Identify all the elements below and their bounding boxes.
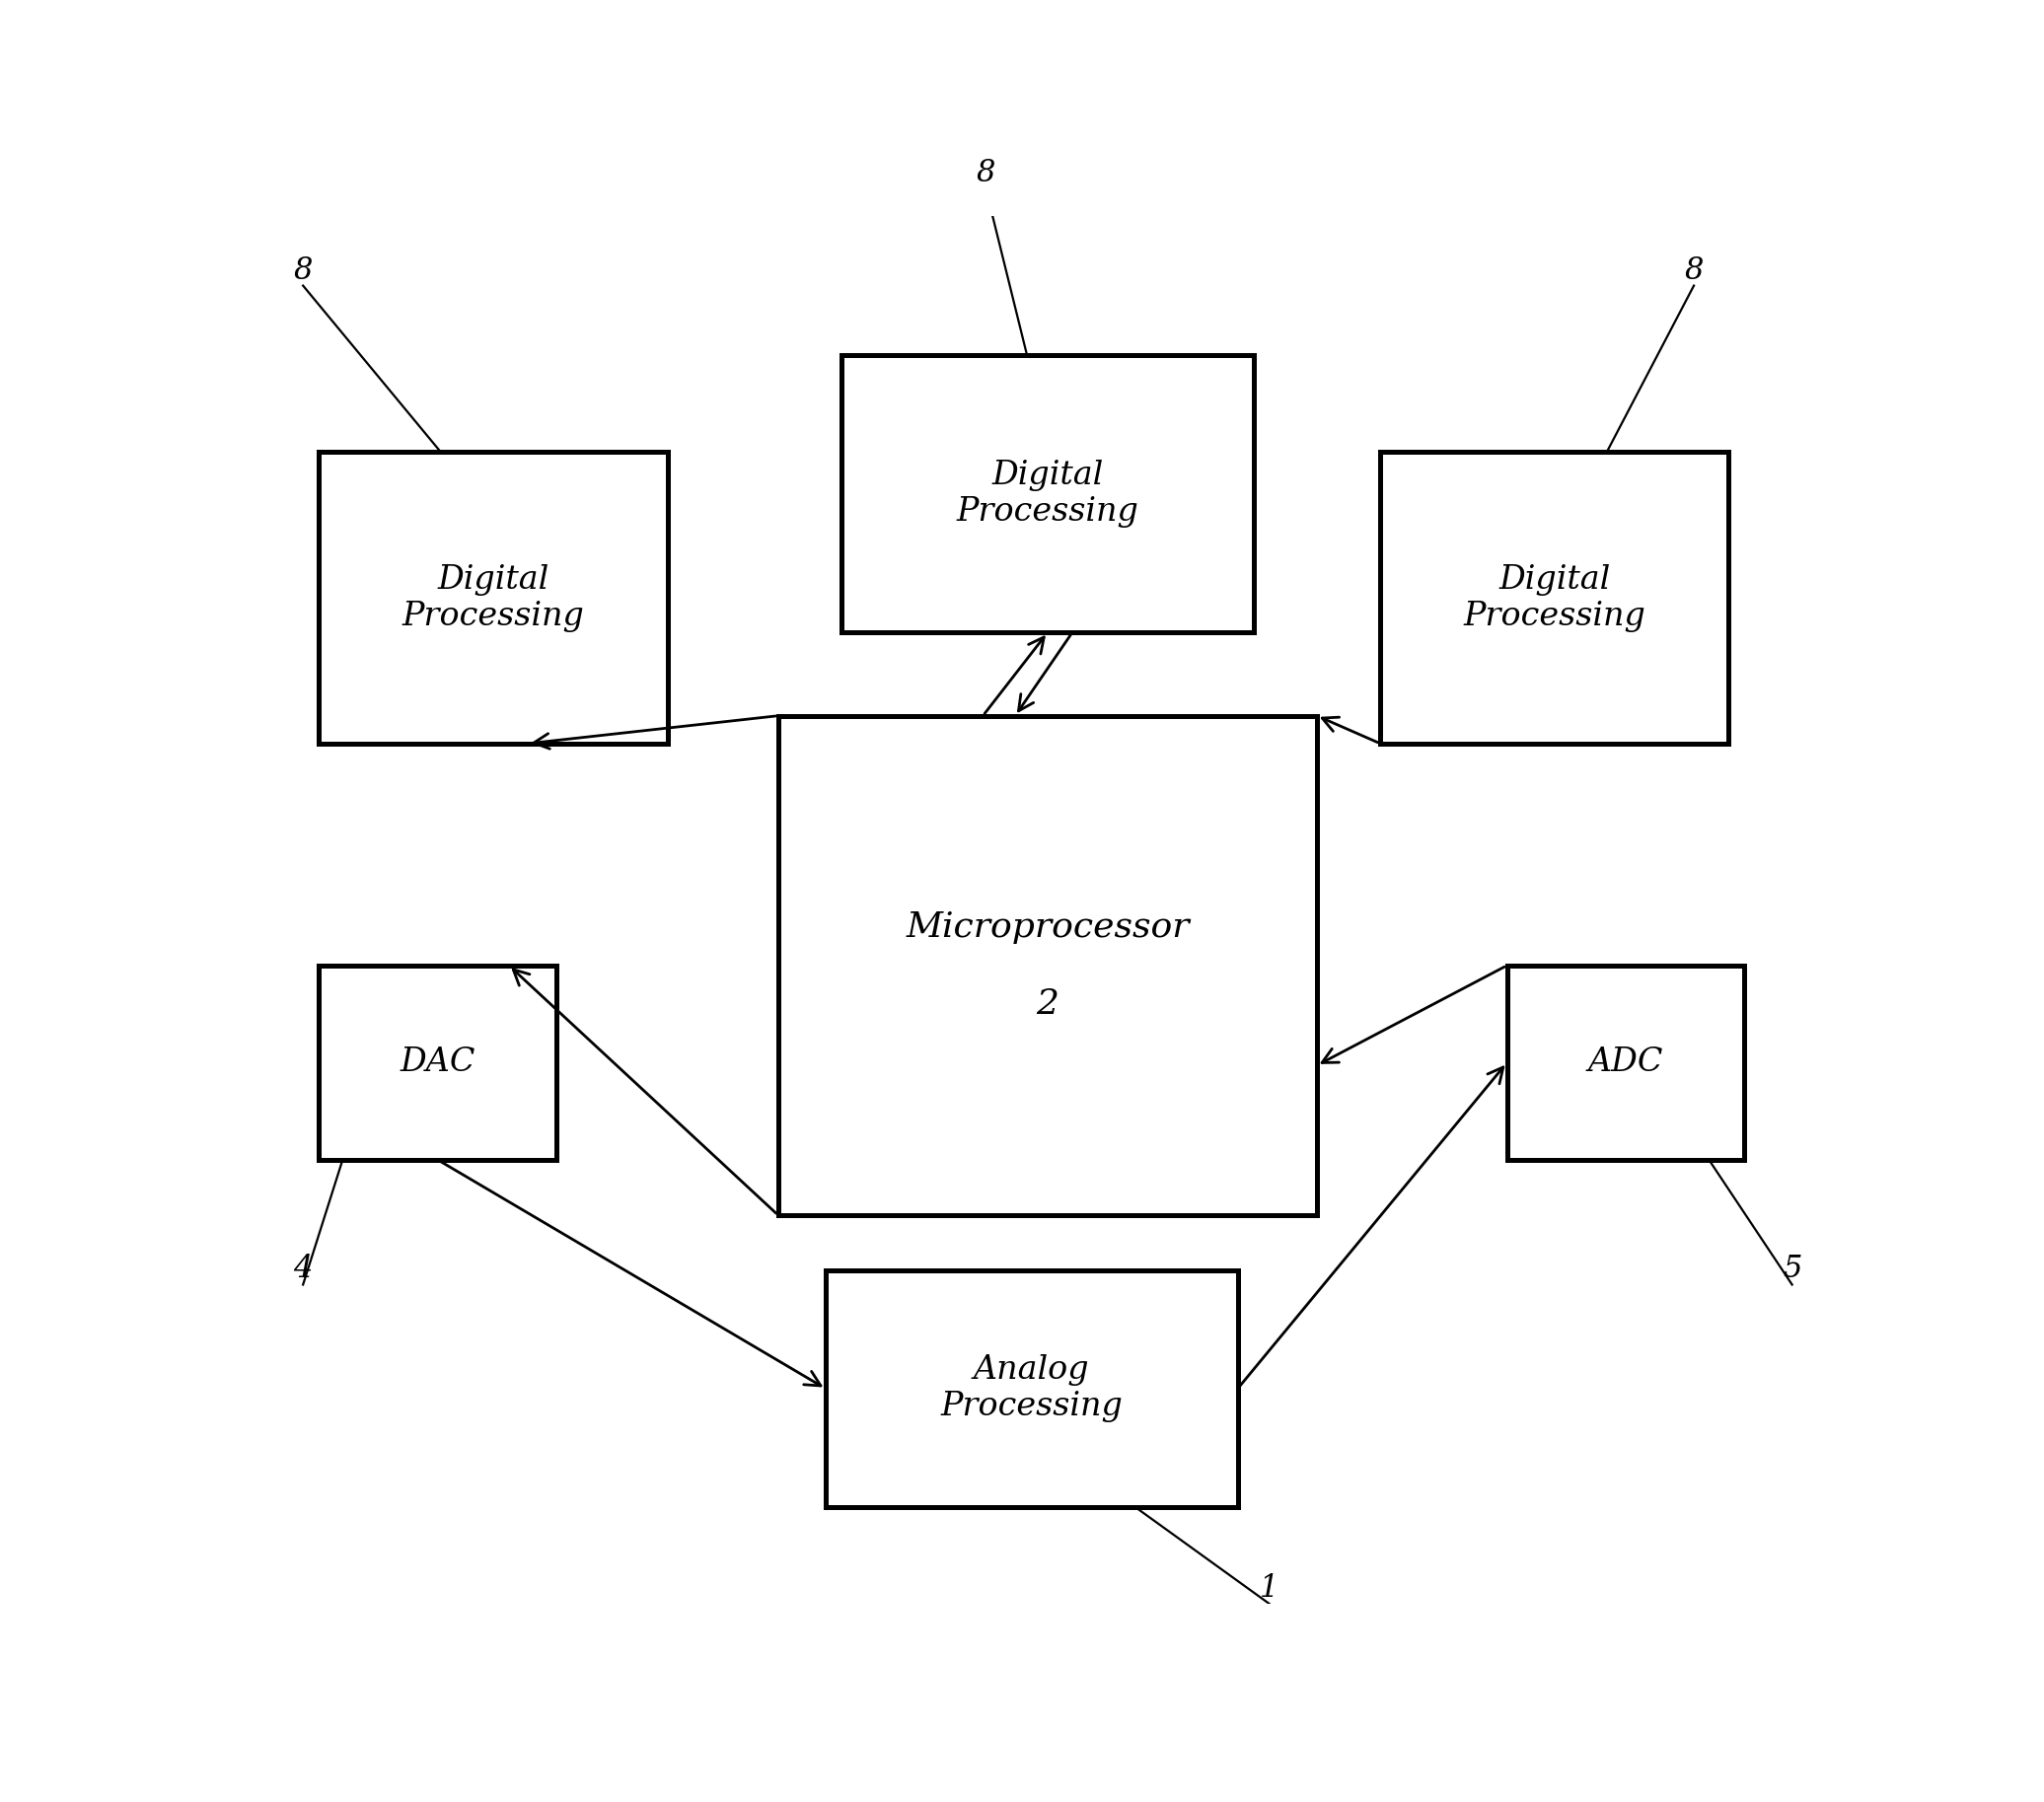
- Text: 8: 8: [294, 256, 313, 285]
- Bar: [826, 1270, 1239, 1506]
- Bar: [1506, 966, 1746, 1160]
- Text: 8: 8: [977, 159, 995, 189]
- Text: Analog
Processing: Analog Processing: [940, 1355, 1122, 1424]
- Text: Digital
Processing: Digital Processing: [957, 460, 1139, 528]
- Text: Digital
Processing: Digital Processing: [1464, 564, 1645, 633]
- Bar: [779, 715, 1316, 1215]
- Text: ADC: ADC: [1588, 1047, 1664, 1078]
- Text: 1: 1: [1259, 1573, 1280, 1604]
- Text: 8: 8: [1684, 256, 1703, 285]
- Text: 5: 5: [1782, 1254, 1801, 1285]
- Bar: [1380, 452, 1729, 744]
- Bar: [842, 355, 1253, 633]
- Text: Microprocessor

2: Microprocessor 2: [905, 910, 1190, 1022]
- Text: DAC: DAC: [401, 1047, 476, 1078]
- Text: Digital
Processing: Digital Processing: [403, 564, 585, 633]
- Bar: [319, 452, 666, 744]
- Text: 4: 4: [294, 1254, 313, 1285]
- Bar: [319, 966, 556, 1160]
